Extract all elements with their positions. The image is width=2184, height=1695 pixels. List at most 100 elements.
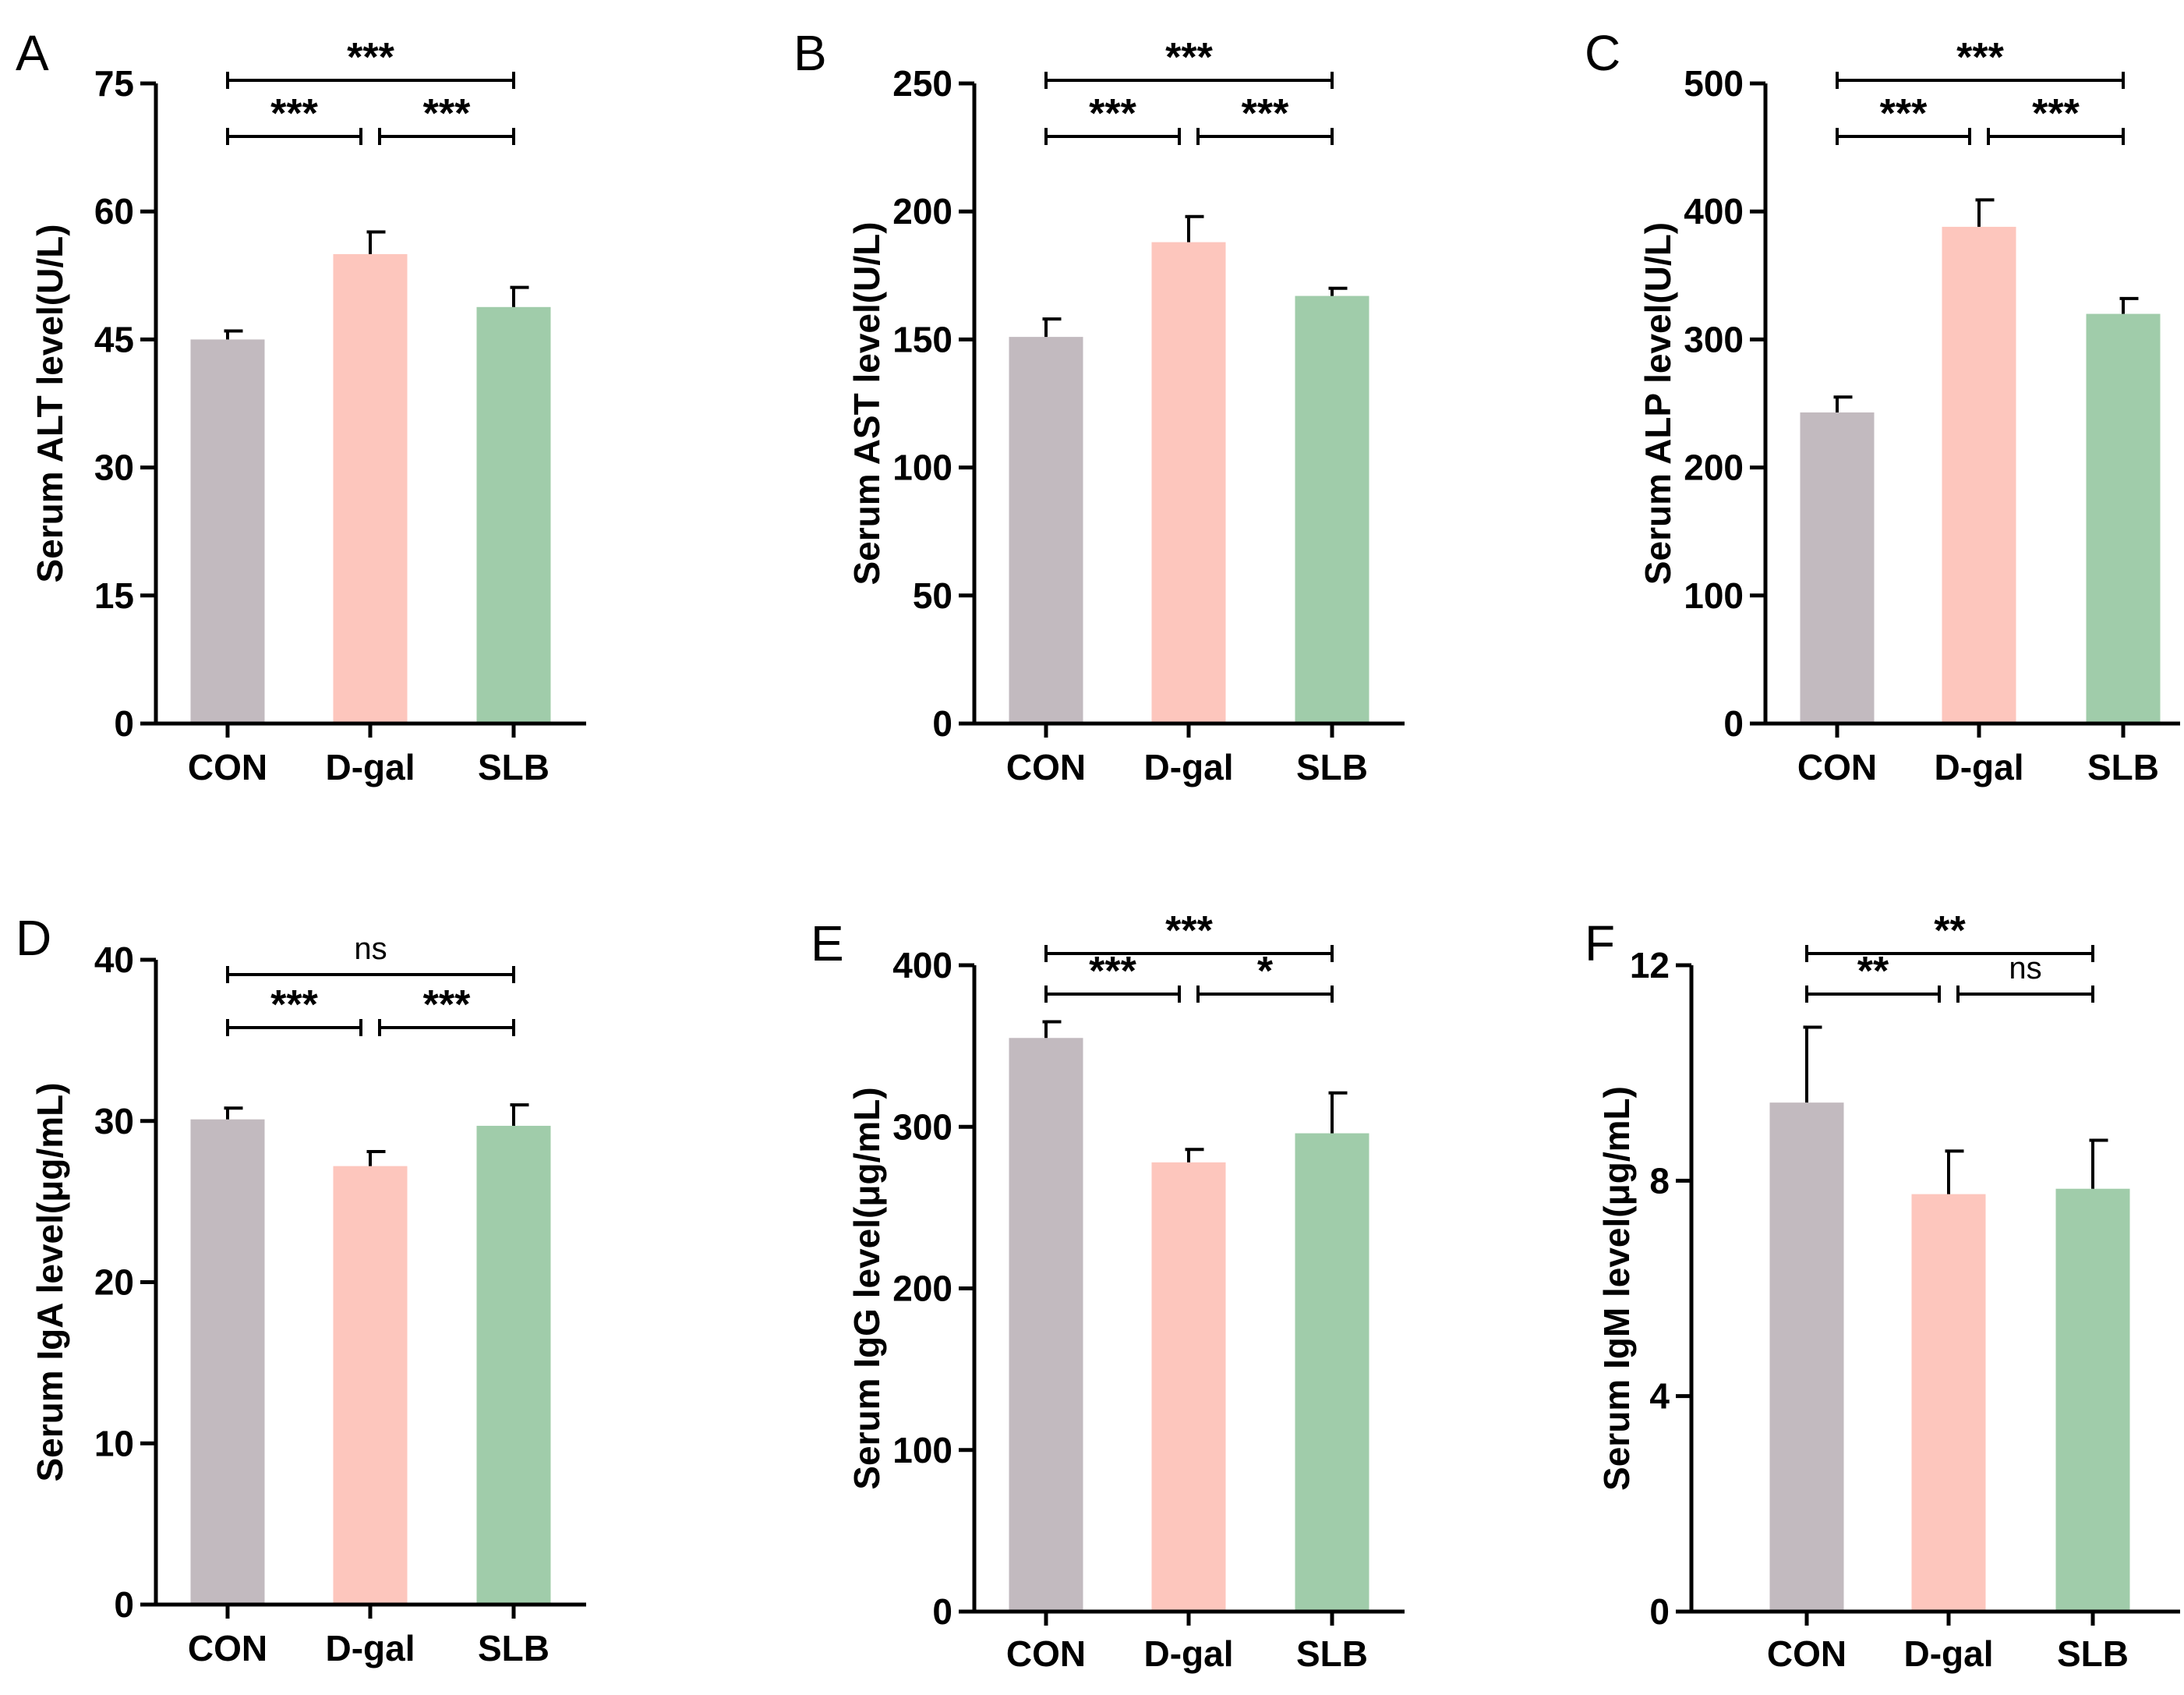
y-tick-label: 60 [94,191,134,232]
panel-a: A Serum ALT level(U/L) CON D-gal SLB 0 15 30 45 6… [16,25,586,787]
x-tick-label: CON [188,1628,267,1668]
x-tick-label: D-gal [1904,1633,1994,1674]
bar-con [1009,337,1083,724]
x-tick-label: SLB [1296,1633,1368,1674]
significance-label: *** [1242,91,1289,136]
y-tick-label: 10 [94,1423,134,1463]
significance-bracket: *** [1044,949,1181,1003]
y-tick-label: 4 [1649,1376,1670,1417]
y-axis-label: Serum IgA level(μg/mL) [30,1082,70,1481]
significance-label: ** [1934,908,1966,954]
bar-slb [1295,1133,1369,1612]
y-tick-label: 0 [114,703,134,744]
y-tick-label: 300 [892,1106,952,1147]
significance-bracket: *** [1044,908,1334,962]
y-tick-label: 30 [94,1101,134,1141]
significance-label: *** [423,982,471,1028]
y-tick-label: 45 [94,319,134,359]
y-axis-label: Serum IgG level(μg/mL) [846,1087,887,1489]
x-tick-label: CON [1006,747,1086,787]
panel-letter: F [1585,915,1615,971]
x-tick-label: CON [1797,747,1877,787]
y-axis-label: Serum IgM level(μg/mL) [1596,1086,1637,1491]
bar-d-gal [333,253,408,724]
significance-bracket: *** [226,91,362,145]
significance-label: ns [354,932,387,966]
significance-label: *** [347,35,394,80]
bar-slb [476,306,551,724]
bar-slb [2055,1188,2130,1612]
bar-slb [1295,295,1369,724]
y-tick-label: 100 [892,448,952,488]
y-tick-label: 200 [1684,448,1744,488]
x-tick-label: CON [1006,1633,1086,1674]
y-tick-label: 250 [892,63,952,104]
panel-f: F Serum IgM level(μg/mL) CON D-gal SLB 0 4 8 12 *… [1585,908,2180,1674]
x-tick-label: SLB [1296,747,1368,787]
significance-bracket: *** [378,91,515,145]
significance-bracket: ns [226,932,515,983]
x-tick-label: CON [188,747,267,787]
y-tick-label: 400 [892,945,952,986]
significance-label: *** [1089,91,1136,136]
y-tick-label: 100 [1684,575,1744,616]
bar-d-gal [1911,1194,1986,1612]
significance-label: *** [270,982,318,1028]
significance-bracket: ** [1805,949,1941,1003]
x-tick-label: D-gal [1144,747,1234,787]
y-tick-label: 50 [913,575,952,616]
significance-bracket: *** [1987,91,2125,145]
panel-letter: D [16,910,51,966]
significance-bracket: *** [378,982,515,1036]
significance-bracket: *** [1196,91,1334,145]
significance-label: *** [1089,949,1136,994]
bar-slb [476,1125,551,1605]
significance-label: *** [270,91,318,136]
y-tick-label: 12 [1630,945,1670,986]
y-tick-label: 40 [94,940,134,980]
y-tick-label: 20 [94,1262,134,1303]
bar-con [190,1119,265,1605]
x-tick-label: SLB [2057,1633,2129,1674]
x-tick-label: SLB [2087,747,2159,787]
y-tick-label: 0 [114,1584,134,1625]
y-tick-label: 0 [932,703,952,744]
y-axis-label: Serum AST level(U/L) [846,221,887,585]
significance-bracket: *** [1044,91,1181,145]
significance-bracket: *** [226,35,515,89]
panel-e: E Serum IgG level(μg/mL) CON D-gal SLB 0 100 20… [811,908,1405,1674]
bar-con [1800,412,1875,724]
significance-label: *** [423,91,471,136]
y-tick-label: 500 [1684,63,1744,104]
panel-d: D Serum IgA level(μg/mL) CON D-gal SLB 0 10 20 3… [16,910,586,1668]
y-axis-label: Serum ALT level(U/L) [30,224,70,582]
significance-label: ** [1857,949,1889,994]
significance-bracket: ns [1956,951,2094,1003]
y-tick-label: 15 [94,575,134,616]
y-tick-label: 200 [892,191,952,232]
y-tick-label: 0 [1723,703,1744,744]
y-axis-label: Serum ALP level(U/L) [1638,222,1678,585]
y-tick-label: 100 [892,1430,952,1470]
x-tick-label: SLB [478,747,550,787]
significance-bracket: ** [1805,908,2094,962]
significance-label: *** [1956,35,2004,80]
y-tick-label: 0 [1649,1591,1670,1632]
y-tick-label: 8 [1649,1160,1670,1201]
bar-d-gal [1942,226,2016,724]
y-tick-label: 300 [1684,319,1744,359]
significance-label: * [1257,949,1274,994]
significance-label: *** [1165,35,1213,80]
x-tick-label: D-gal [1144,1633,1234,1674]
x-tick-label: D-gal [1935,747,2024,787]
panel-letter: E [811,915,844,971]
y-tick-label: 400 [1684,191,1744,232]
panel-letter: C [1585,25,1620,81]
significance-label: *** [2032,91,2080,136]
bar-d-gal [1151,242,1226,724]
significance-label: ns [2009,951,2041,986]
y-tick-label: 150 [892,319,952,359]
y-tick-label: 30 [94,448,134,488]
significance-bracket: *** [1836,35,2125,89]
